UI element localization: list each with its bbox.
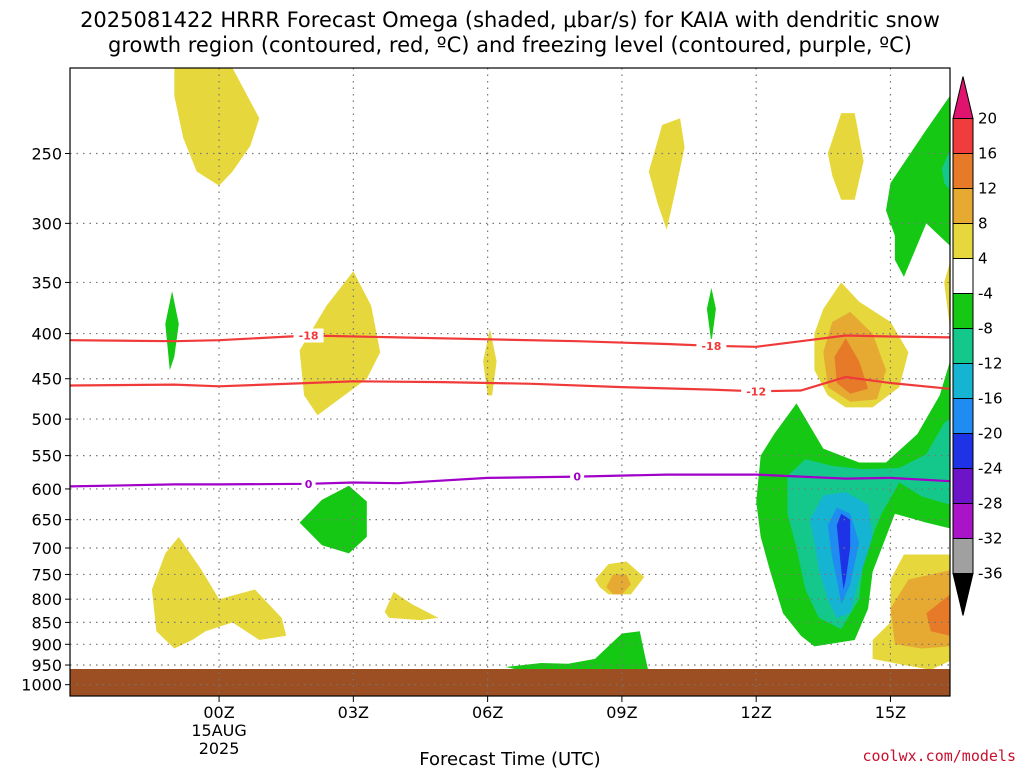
colorbar-label-8: -16 [978, 390, 1003, 408]
colorbar-label-9: -20 [978, 425, 1003, 443]
colorbar-label-13: -36 [978, 565, 1003, 583]
x-tick-label-03Z: 03Z [338, 703, 369, 722]
grid-lines [70, 68, 950, 696]
y-tick-label-450: 450 [31, 370, 62, 389]
colorbar-label-2: 12 [978, 180, 997, 198]
contour-label-0-1: -18 [701, 340, 721, 353]
contour-label-bg-0-1 [696, 338, 727, 353]
contour-label-1-0: -12 [746, 385, 766, 398]
contour-label-bg-2-1 [570, 469, 585, 484]
colorbar-band-9 [952, 398, 974, 434]
y-tick-label-900: 900 [31, 635, 62, 654]
colorbar-band-10 [952, 433, 974, 469]
x-tick-label-00Z: 00Z [203, 703, 234, 722]
colorbar-band-5 [952, 258, 974, 294]
x-tick-label-12Z: 12Z [741, 703, 772, 722]
omega-region-16 [165, 291, 179, 371]
contour-label-0-0: -18 [299, 329, 319, 342]
x-tick-label-06Z: 06Z [472, 703, 503, 722]
chart-title-line1: 2025081422 HRRR Forecast Omega (shaded, … [80, 8, 940, 32]
colorbar-band-4 [952, 223, 974, 259]
contour-line-0 [70, 334, 950, 348]
omega-region-15 [926, 594, 950, 636]
colorbar-band-7 [952, 328, 974, 364]
omega-region-18 [299, 485, 367, 554]
x-axis-label: Forecast Time (UTC) [419, 749, 600, 768]
y-tick-label-800: 800 [31, 590, 62, 609]
colorbar: 20 16 12 8 4 -4 -8 -12 -16 -20 -24 -28 -32 -36 [952, 76, 1003, 616]
omega-region-9 [944, 262, 950, 329]
contour-label-bg-0-0 [293, 328, 324, 343]
omega-region-12 [606, 574, 631, 595]
omega-region-3 [827, 113, 864, 200]
omega-region-17 [706, 287, 716, 343]
contour-line-1 [70, 375, 950, 393]
omega-region-1 [299, 271, 381, 416]
x-date-label-day: 15AUG [191, 721, 246, 740]
y-tick-label-850: 850 [31, 613, 62, 632]
omega-region-0 [174, 68, 260, 186]
contour-label-bg-1-0 [741, 384, 772, 399]
colorbar-label-7: -12 [978, 355, 1003, 373]
contour-label-2-0: 0 [305, 478, 313, 491]
colorbar-band-11 [952, 468, 974, 504]
colorbar-label-6: -8 [978, 320, 993, 338]
x-tick-label-09Z: 09Z [606, 703, 637, 722]
colorbar-band-6 [952, 293, 974, 329]
omega-region-23 [941, 150, 950, 190]
omega-region-2 [648, 118, 685, 230]
omega-region-21 [886, 95, 950, 277]
colorbar-label-3: 8 [978, 215, 988, 233]
chart-title-line2: growth region (contoured, red, ºC) and f… [108, 33, 912, 57]
x-date-label-year: 2025 [199, 739, 240, 758]
colorbar-label-1: 16 [978, 145, 997, 163]
omega-region-5 [151, 536, 287, 649]
colorbar-band-3 [952, 188, 974, 224]
omega-region-19 [505, 631, 649, 675]
y-tick-label-600: 600 [31, 480, 62, 499]
omega-region-26 [836, 513, 851, 590]
colorbar-band-13 [952, 538, 974, 574]
colorbar-band-1 [952, 118, 974, 154]
colorbar-bottom-arrow [952, 573, 974, 616]
y-tick-label-250: 250 [31, 144, 62, 163]
contour-label-bg-2-0 [301, 476, 316, 491]
colorbar-label-10: -24 [978, 460, 1003, 478]
omega-regions [151, 68, 950, 675]
colorbar-label-0: 20 [978, 110, 997, 128]
colorbar-band-8 [952, 363, 974, 399]
plot-frame [69, 67, 951, 697]
omega-region-6 [384, 591, 439, 621]
y-axis-ticks: 250 300 350 400 450 500 550 600 650 700 750 800 850 9… [21, 144, 70, 695]
x-tick-label-15Z: 15Z [875, 703, 906, 722]
y-tick-label-300: 300 [31, 214, 62, 233]
y-tick-label-650: 650 [31, 511, 62, 530]
contour-lines: -18 -18 -12 0 0 [70, 328, 950, 491]
contour-label-2-1: 0 [573, 471, 581, 484]
y-tick-label-750: 750 [31, 565, 62, 584]
contour-line-2 [70, 473, 950, 488]
y-tick-label-500: 500 [31, 410, 62, 429]
colorbar-band-12 [952, 503, 974, 539]
colorbar-label-12: -32 [978, 530, 1003, 548]
colorbar-top-arrow [952, 76, 974, 119]
y-tick-label-350: 350 [31, 273, 62, 292]
y-tick-label-550: 550 [31, 447, 62, 466]
credit-text: coolwx.com/models [862, 747, 1016, 765]
y-tick-label-700: 700 [31, 539, 62, 558]
colorbar-band-2 [952, 153, 974, 189]
colorbar-label-4: 4 [978, 250, 988, 268]
y-tick-label-950: 950 [31, 656, 62, 675]
ground-layer [70, 669, 950, 696]
y-tick-label-1000: 1000 [21, 676, 62, 695]
colorbar-label-11: -28 [978, 495, 1003, 513]
colorbar-label-5: -4 [978, 285, 993, 303]
ground-strip [70, 669, 950, 696]
y-tick-label-400: 400 [31, 325, 62, 344]
